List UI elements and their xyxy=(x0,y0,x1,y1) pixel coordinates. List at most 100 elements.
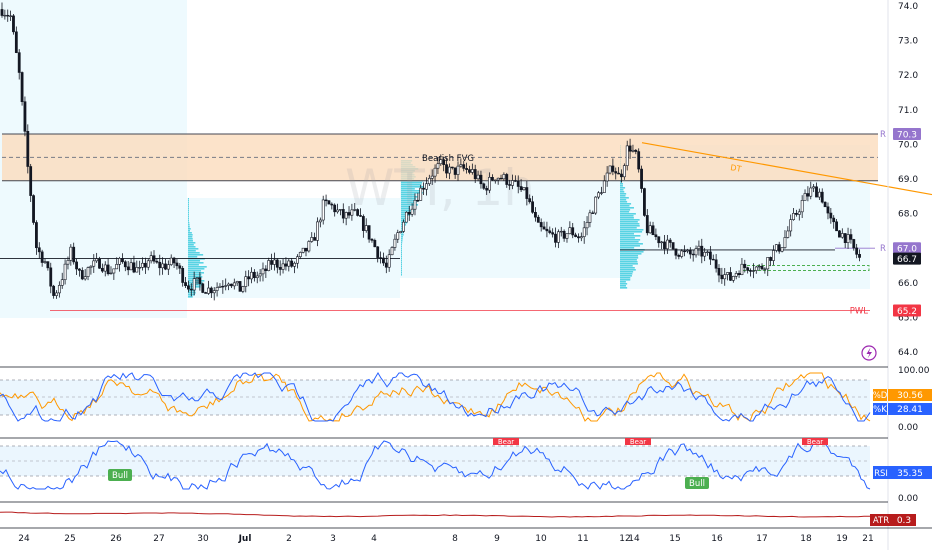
candle xyxy=(815,182,818,198)
volume-bar xyxy=(620,187,626,189)
candle xyxy=(614,167,618,180)
volume-bar xyxy=(401,188,415,190)
candle xyxy=(588,209,592,228)
candle xyxy=(135,260,139,273)
candle xyxy=(298,251,302,260)
candle xyxy=(318,217,322,228)
candle xyxy=(227,282,230,291)
candle xyxy=(665,234,669,254)
bear-label: Bear xyxy=(630,438,646,446)
candle xyxy=(591,210,595,214)
candle xyxy=(399,230,403,234)
candle xyxy=(215,282,219,297)
candle xyxy=(528,194,532,204)
candle xyxy=(138,260,142,275)
candle xyxy=(797,208,801,221)
stoch-k-line xyxy=(0,372,871,422)
candle xyxy=(734,270,738,280)
candle xyxy=(367,225,371,243)
candle xyxy=(594,196,598,215)
candle xyxy=(763,267,767,274)
rsi-signals[interactable]: Bull Bull Bear Bear Bear xyxy=(108,438,828,489)
candle xyxy=(281,258,285,274)
fvg-label: Bearish FVG xyxy=(422,154,474,164)
candle xyxy=(473,164,477,183)
candle xyxy=(574,232,577,238)
candle xyxy=(482,182,486,190)
candle xyxy=(491,174,494,181)
volume-bar xyxy=(401,242,403,244)
candle xyxy=(565,233,569,243)
candle xyxy=(121,253,124,264)
volume-bar xyxy=(401,248,402,250)
svg-text:66.7: 66.7 xyxy=(897,255,917,265)
candle xyxy=(671,242,675,250)
volume-bar xyxy=(620,223,640,225)
candle xyxy=(287,258,291,272)
volume-bar xyxy=(188,242,196,244)
candle xyxy=(419,184,423,201)
volume-bar xyxy=(620,185,623,187)
candle xyxy=(95,252,99,263)
volume-bar xyxy=(620,247,635,249)
candle xyxy=(663,234,666,255)
symbol-watermark: WTI, 1h xyxy=(345,159,535,217)
candle xyxy=(777,241,781,254)
price-badges: 70.3 67.066.7 65.2 xyxy=(893,128,921,317)
volume-bar xyxy=(401,264,402,266)
volume-bar xyxy=(188,206,189,208)
lightning-icon[interactable] xyxy=(861,345,877,361)
volume-bar xyxy=(401,184,422,186)
candle xyxy=(115,257,119,270)
candle xyxy=(32,194,35,225)
candle xyxy=(723,268,727,286)
volume-bar xyxy=(401,218,408,220)
volume-bar xyxy=(620,273,633,275)
volume-bar xyxy=(401,262,402,264)
candle xyxy=(14,26,18,54)
candle xyxy=(264,265,268,278)
candle xyxy=(542,221,546,230)
candle xyxy=(766,257,770,277)
candle xyxy=(674,248,678,260)
candle xyxy=(637,148,641,173)
candle xyxy=(126,260,130,276)
candle xyxy=(657,236,661,248)
candle xyxy=(164,258,167,271)
stoch-tick-100: 100.00 xyxy=(898,366,930,376)
candle xyxy=(513,175,517,182)
candle xyxy=(436,157,440,174)
candle xyxy=(158,254,162,276)
candle xyxy=(3,9,7,20)
candle xyxy=(166,260,170,276)
candle xyxy=(209,286,213,298)
candle xyxy=(172,256,176,269)
price-tick: 71.0 xyxy=(898,106,918,116)
candle xyxy=(445,158,448,179)
candle xyxy=(620,169,623,183)
bull-label: Bull xyxy=(112,471,128,481)
candle xyxy=(26,124,30,174)
candle xyxy=(425,177,428,196)
time-tick: 25 xyxy=(64,534,75,544)
candle xyxy=(571,222,575,239)
candle xyxy=(55,290,58,299)
candle xyxy=(579,232,583,242)
candle xyxy=(341,203,345,224)
volume-bar xyxy=(188,216,189,218)
candle xyxy=(100,263,104,273)
volume-bar xyxy=(188,198,189,200)
dt-trendline[interactable] xyxy=(641,142,932,196)
volume-bar xyxy=(188,238,193,240)
candle xyxy=(92,254,96,273)
rsi-tick-0: 0.00 xyxy=(898,494,918,504)
candle xyxy=(631,144,635,153)
candle xyxy=(258,269,262,282)
volume-bar xyxy=(401,234,404,236)
candle xyxy=(783,230,787,249)
candle xyxy=(832,215,836,229)
volume-bar xyxy=(188,296,193,298)
candle xyxy=(20,71,24,106)
